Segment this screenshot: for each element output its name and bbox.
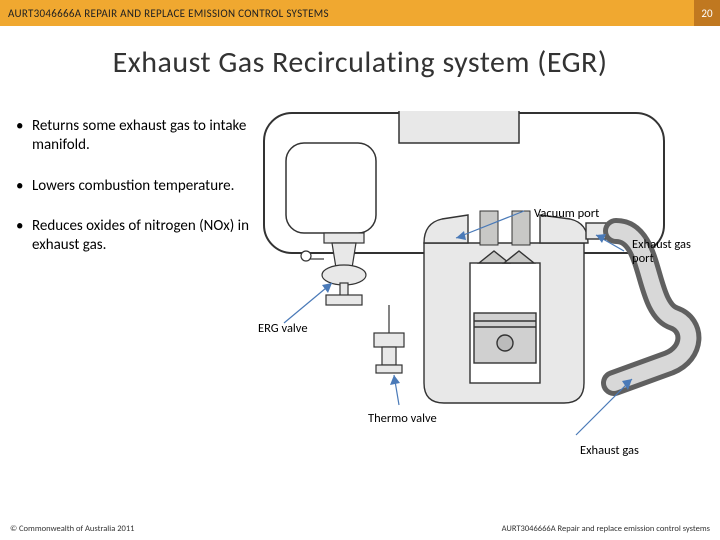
label-erg-valve: ERG valve [258,321,308,336]
header-bar: AURT3046666A REPAIR AND REPLACE EMISSION… [0,0,720,26]
bullet-list: Returns some exhaust gas to intake manif… [14,103,254,463]
label-exhaust-gas: Exhaust gas [580,443,639,458]
copyright: © Commonwealth of Australia 2011 [10,524,134,534]
bullet-item: Reduces oxides of nitrogen (NOx) in exha… [14,217,254,255]
course-code: AURT3046666A REPAIR AND REPLACE EMISSION… [8,7,694,20]
label-thermo-valve: Thermo valve [368,411,437,426]
egr-schematic-svg [224,83,704,463]
footer-ref: AURT3046666A Repair and replace emission… [502,524,710,534]
label-exhaust-gas-port: Exhaust gasport [632,238,691,266]
bullet-item: Returns some exhaust gas to intake manif… [14,117,254,155]
bullet-item: Lowers combustion temperature. [14,177,254,196]
label-vacuum-port: Vacuum port [534,206,599,221]
content-row: Returns some exhaust gas to intake manif… [0,103,720,463]
egr-diagram: Vacuum port Exhaust gasport ERG valve Th… [254,103,706,463]
page-number: 20 [694,0,720,26]
footer: © Commonwealth of Australia 2011 AURT304… [0,524,720,534]
slide-title: Exhaust Gas Recirculating system (EGR) [0,44,720,81]
